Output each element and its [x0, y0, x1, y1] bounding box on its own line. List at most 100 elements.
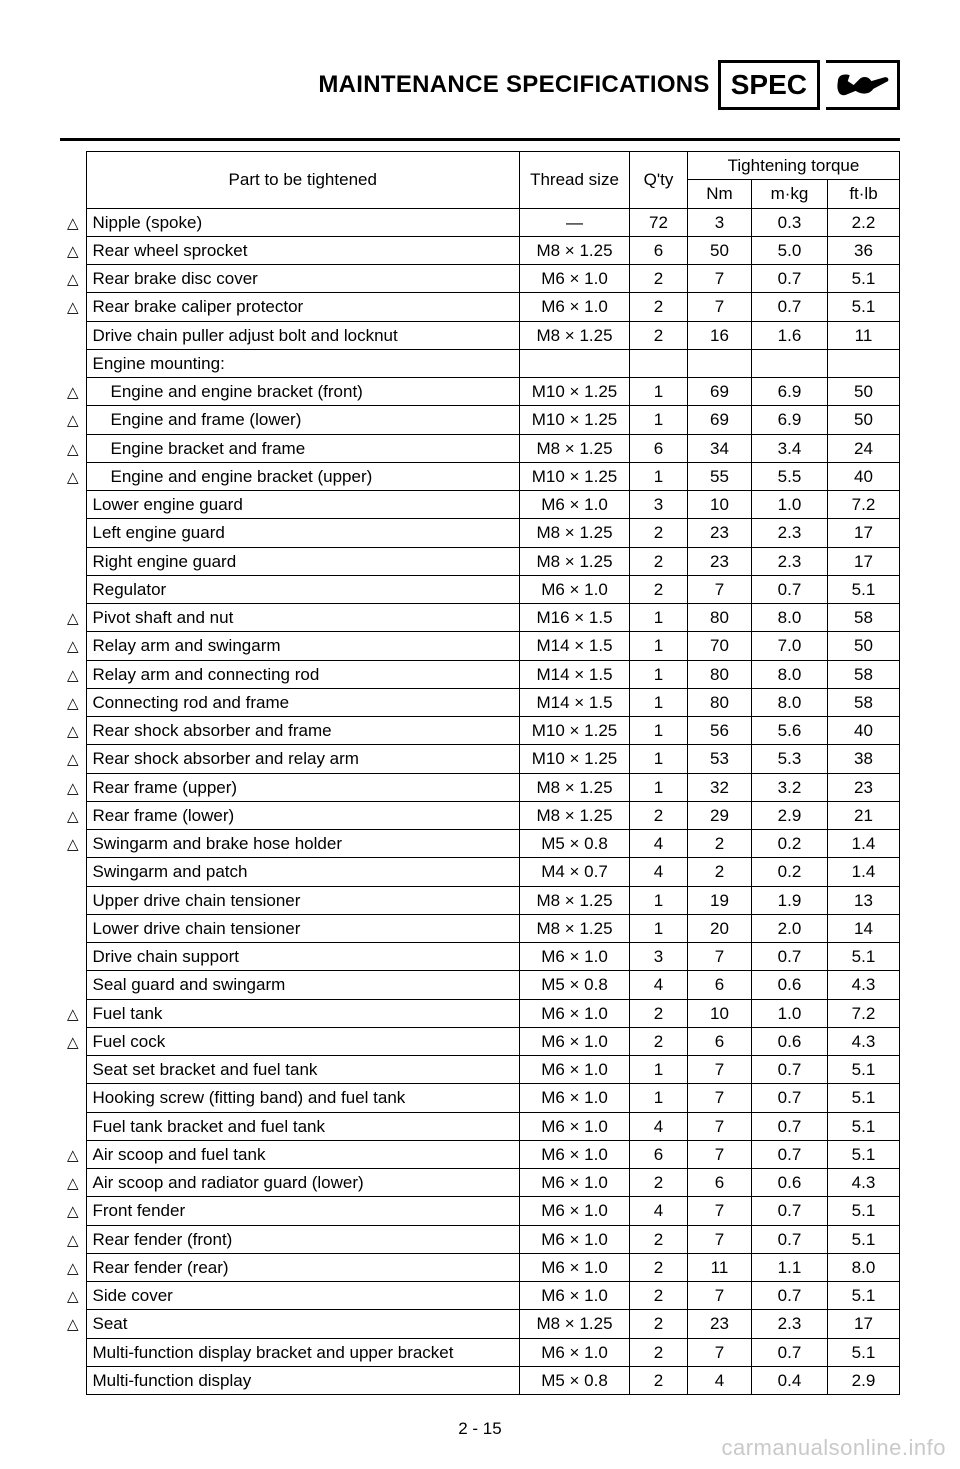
triangle-icon: △	[67, 1261, 79, 1276]
part-label: Engine and frame (lower)	[93, 409, 302, 430]
ftlb-cell: 58	[828, 660, 900, 688]
part-cell: Side cover	[86, 1282, 520, 1310]
table-row: △Pivot shaft and nutM16 × 1.51808.058	[60, 604, 900, 632]
mark-cell: △	[60, 1282, 86, 1310]
part-label: Regulator	[93, 580, 167, 599]
triangle-icon: △	[67, 300, 79, 315]
table-row: Seat set bracket and fuel tankM6 × 1.017…	[60, 1056, 900, 1084]
part-cell: Regulator	[86, 575, 520, 603]
ftlb-cell: 8.0	[828, 1253, 900, 1281]
table-row: △Engine and engine bracket (upper)M10 × …	[60, 462, 900, 490]
mark-cell: △	[60, 1027, 86, 1055]
ftlb-cell: 5.1	[828, 265, 900, 293]
table-row: Upper drive chain tensionerM8 × 1.251191…	[60, 886, 900, 914]
part-label: Swingarm and brake hose holder	[93, 834, 342, 853]
mkg-cell: 1.6	[752, 321, 828, 349]
mark-cell: △	[60, 745, 86, 773]
mkg-cell: 0.6	[752, 971, 828, 999]
mark-cell	[60, 971, 86, 999]
part-cell: Lower drive chain tensioner	[86, 914, 520, 942]
ftlb-cell: 5.1	[828, 1197, 900, 1225]
part-label: Hooking screw (fitting band) and fuel ta…	[93, 1088, 406, 1107]
part-cell: Seal guard and swingarm	[86, 971, 520, 999]
part-cell: Rear frame (upper)	[86, 773, 520, 801]
thread-cell: M6 × 1.0	[520, 1282, 630, 1310]
thread-cell	[520, 349, 630, 377]
ftlb-cell: 36	[828, 236, 900, 264]
thread-cell: M10 × 1.25	[520, 717, 630, 745]
part-cell: Rear fender (front)	[86, 1225, 520, 1253]
mkg-cell: 0.2	[752, 858, 828, 886]
part-label: Rear fender (rear)	[93, 1258, 229, 1277]
thread-cell: M6 × 1.0	[520, 1338, 630, 1366]
thread-cell: M6 × 1.0	[520, 1197, 630, 1225]
thread-cell: M10 × 1.25	[520, 745, 630, 773]
ftlb-cell: 5.1	[828, 943, 900, 971]
table-row: △SeatM8 × 1.252232.317	[60, 1310, 900, 1338]
triangle-icon: △	[67, 611, 79, 626]
col-thread-header: Thread size	[520, 152, 630, 209]
qty-cell: 4	[630, 1197, 688, 1225]
nm-cell: 69	[688, 406, 752, 434]
nm-cell: 53	[688, 745, 752, 773]
part-label: Side cover	[93, 1286, 173, 1305]
page-header: MAINTENANCE SPECIFICATIONS SPEC	[60, 60, 900, 110]
table-row: Drive chain supportM6 × 1.0370.75.1	[60, 943, 900, 971]
ftlb-cell: 24	[828, 434, 900, 462]
mark-cell: △	[60, 406, 86, 434]
part-cell: Rear frame (lower)	[86, 801, 520, 829]
table-row: Multi-function display bracket and upper…	[60, 1338, 900, 1366]
mkg-cell: 6.9	[752, 406, 828, 434]
triangle-icon: △	[67, 1035, 79, 1050]
part-label: Relay arm and swingarm	[93, 636, 281, 655]
triangle-icon: △	[67, 442, 79, 457]
part-cell: Pivot shaft and nut	[86, 604, 520, 632]
nm-cell: 34	[688, 434, 752, 462]
mark-cell: △	[60, 434, 86, 462]
ftlb-cell: 5.1	[828, 1225, 900, 1253]
wrench-icon	[834, 69, 889, 101]
part-cell: Nipple (spoke)	[86, 208, 520, 236]
thread-cell: M8 × 1.25	[520, 519, 630, 547]
part-cell: Drive chain support	[86, 943, 520, 971]
ftlb-cell: 7.2	[828, 999, 900, 1027]
triangle-icon: △	[67, 752, 79, 767]
part-label: Upper drive chain tensioner	[93, 891, 301, 910]
ftlb-cell: 4.3	[828, 1027, 900, 1055]
qty-cell: 2	[630, 321, 688, 349]
thread-cell: M6 × 1.0	[520, 1225, 630, 1253]
nm-cell: 7	[688, 1197, 752, 1225]
qty-cell: 1	[630, 914, 688, 942]
page-title: MAINTENANCE SPECIFICATIONS	[318, 71, 709, 99]
table-row: △Engine bracket and frameM8 × 1.256343.4…	[60, 434, 900, 462]
part-label: Nipple (spoke)	[93, 213, 203, 232]
mkg-cell: 5.6	[752, 717, 828, 745]
part-label: Multi-function display	[93, 1371, 252, 1390]
nm-cell: 7	[688, 1338, 752, 1366]
nm-cell: 6	[688, 1027, 752, 1055]
triangle-icon: △	[67, 1176, 79, 1191]
table-row: Fuel tank bracket and fuel tankM6 × 1.04…	[60, 1112, 900, 1140]
thread-cell: M5 × 0.8	[520, 830, 630, 858]
qty-cell: 2	[630, 1282, 688, 1310]
part-label: Engine and engine bracket (upper)	[93, 466, 373, 487]
ftlb-cell: 5.1	[828, 1140, 900, 1168]
ftlb-cell: 23	[828, 773, 900, 801]
part-label: Rear shock absorber and relay arm	[93, 749, 359, 768]
nm-cell	[688, 349, 752, 377]
part-label: Seat set bracket and fuel tank	[93, 1060, 318, 1079]
mkg-cell: 0.2	[752, 830, 828, 858]
thread-cell: M8 × 1.25	[520, 801, 630, 829]
table-row: Swingarm and patchM4 × 0.7420.21.4	[60, 858, 900, 886]
table-row: Seal guard and swingarmM5 × 0.8460.64.3	[60, 971, 900, 999]
mark-cell	[60, 491, 86, 519]
table-row: △Rear brake disc coverM6 × 1.0270.75.1	[60, 265, 900, 293]
mark-cell	[60, 547, 86, 575]
part-label: Multi-function display bracket and upper…	[93, 1343, 454, 1362]
qty-cell: 2	[630, 265, 688, 293]
part-cell: Fuel cock	[86, 1027, 520, 1055]
mkg-cell: 0.7	[752, 1338, 828, 1366]
table-row: △Nipple (spoke)—7230.32.2	[60, 208, 900, 236]
table-row: △Fuel cockM6 × 1.0260.64.3	[60, 1027, 900, 1055]
table-row: △Rear frame (upper)M8 × 1.251323.223	[60, 773, 900, 801]
